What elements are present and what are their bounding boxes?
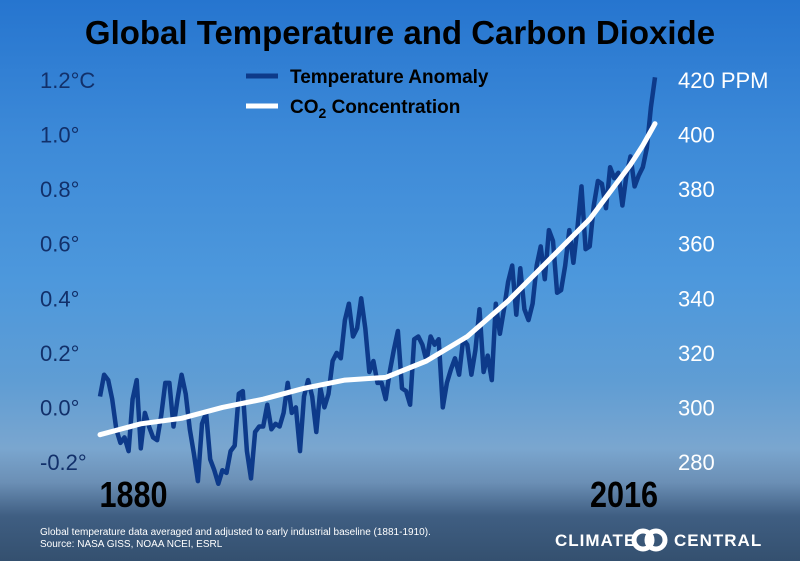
footnote-baseline: Global temperature data averaged and adj…	[40, 527, 431, 538]
x-tick-1880: 1880	[99, 476, 167, 516]
legend-label-co2: CO2 Concentration	[290, 97, 460, 121]
left-tick-label: 0.0°	[40, 395, 79, 420]
brand-left: CLIMATE	[555, 531, 636, 550]
right-tick-label: 380	[678, 177, 715, 202]
right-tick-label: 360	[678, 232, 715, 257]
x-tick-2016: 2016	[590, 476, 658, 516]
left-tick-label: 1.0°	[40, 123, 79, 148]
footnote-source: Source: NASA GISS, NOAA NCEI, ESRL	[40, 539, 223, 550]
left-tick-label: 0.4°	[40, 286, 79, 311]
right-tick-label: 420 PPM	[678, 68, 769, 93]
right-tick-label: 280	[678, 450, 715, 475]
legend: Temperature Anomaly CO2 Concentration	[246, 67, 489, 121]
left-tick-label: 0.2°	[40, 341, 79, 366]
left-tick-label: 1.2°C	[40, 68, 95, 93]
climate-central-logo: CLIMATE CENTRAL	[555, 528, 762, 552]
brand-right: CENTRAL	[674, 531, 762, 550]
right-tick-label: 320	[678, 341, 715, 366]
left-tick-label: 0.8°	[40, 177, 79, 202]
logo-circle-left-icon	[631, 528, 655, 552]
temperature-line	[97, 76, 658, 487]
logo-circle-right-icon	[644, 528, 668, 552]
right-tick-label: 340	[678, 286, 715, 311]
left-tick-label: -0.2°	[40, 450, 87, 475]
right-tick-label: 400	[678, 123, 715, 148]
legend-label-temperature: Temperature Anomaly	[290, 67, 489, 88]
left-tick-label: 0.6°	[40, 232, 79, 257]
right-tick-label: 300	[678, 395, 715, 420]
chart-title: Global Temperature and Carbon Dioxide	[85, 14, 715, 51]
